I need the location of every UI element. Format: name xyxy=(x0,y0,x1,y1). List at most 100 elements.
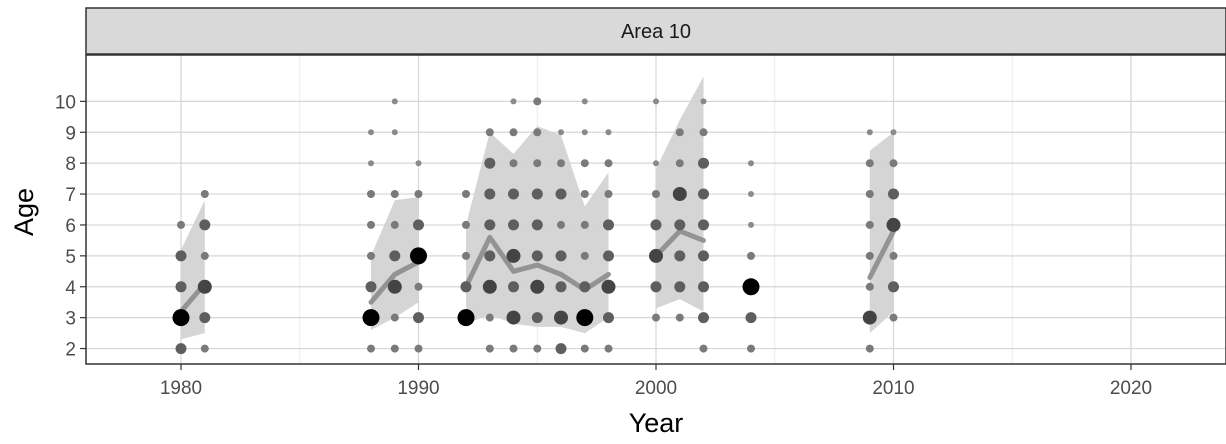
y-tick-label: 7 xyxy=(65,185,76,206)
confidence-band xyxy=(869,132,894,334)
data-point xyxy=(484,157,496,169)
data-point xyxy=(558,129,564,136)
y-tick-label: 5 xyxy=(65,247,76,268)
data-point xyxy=(175,343,187,355)
data-point xyxy=(580,344,589,353)
data-point xyxy=(368,160,374,167)
data-point xyxy=(509,159,518,168)
data-point xyxy=(200,344,209,353)
mean-line xyxy=(867,228,896,280)
data-point xyxy=(200,190,209,198)
data-point xyxy=(865,190,874,198)
data-point xyxy=(557,159,565,168)
data-point xyxy=(531,219,543,231)
data-point xyxy=(485,128,494,137)
data-point xyxy=(698,281,709,293)
data-point xyxy=(650,281,662,293)
data-point xyxy=(699,344,708,353)
data-point xyxy=(199,312,211,324)
data-point xyxy=(391,98,398,105)
data-point xyxy=(888,188,899,200)
data-point xyxy=(652,190,660,198)
data-point xyxy=(674,281,686,293)
data-point xyxy=(175,250,187,262)
y-tick-label: 9 xyxy=(65,123,76,144)
data-point xyxy=(698,157,709,169)
data-point xyxy=(460,281,472,293)
x-tick-label: 2000 xyxy=(635,378,677,399)
data-point xyxy=(650,219,662,231)
data-point xyxy=(390,344,399,353)
data-point xyxy=(555,281,567,293)
data-point xyxy=(390,190,399,198)
data-point xyxy=(482,279,497,294)
data-point xyxy=(410,247,427,265)
data-point xyxy=(391,129,398,136)
data-point xyxy=(509,128,518,137)
data-point xyxy=(698,188,709,200)
data-point xyxy=(530,279,545,294)
data-point xyxy=(390,220,399,229)
data-point xyxy=(604,159,613,168)
data-point xyxy=(866,129,873,136)
data-point xyxy=(604,190,613,198)
data-point xyxy=(533,344,542,353)
data-point xyxy=(652,313,660,322)
data-point xyxy=(580,251,589,260)
data-point xyxy=(457,309,475,327)
data-point xyxy=(508,188,519,200)
data-point xyxy=(889,313,898,322)
data-point xyxy=(742,278,760,296)
data-point xyxy=(698,250,709,262)
y-axis-title: Age xyxy=(9,188,39,236)
data-point xyxy=(531,312,543,324)
panel-title: Area 10 xyxy=(621,21,691,43)
data-point xyxy=(199,219,211,231)
data-point xyxy=(484,219,496,231)
data-point xyxy=(601,279,616,294)
y-tick-label: 8 xyxy=(65,154,76,175)
data-point xyxy=(675,159,684,168)
data-point xyxy=(533,128,542,137)
data-point xyxy=(748,221,754,228)
data-point xyxy=(889,159,898,168)
data-point xyxy=(675,128,684,137)
data-point xyxy=(653,98,659,105)
mean-line xyxy=(653,228,706,259)
data-point xyxy=(506,248,521,263)
data-point xyxy=(554,310,568,325)
data-point xyxy=(365,281,377,293)
y-tick-label: 10 xyxy=(55,92,76,113)
data-point xyxy=(485,344,494,353)
data-point xyxy=(533,159,542,168)
data-point xyxy=(387,279,402,294)
data-point xyxy=(462,251,470,260)
data-point xyxy=(603,312,614,324)
data-point xyxy=(175,281,187,293)
data-point xyxy=(531,188,543,200)
data-point xyxy=(747,251,755,260)
y-tick-label: 4 xyxy=(65,278,76,299)
data-point xyxy=(649,248,663,263)
data-point xyxy=(748,191,754,197)
data-point xyxy=(508,281,519,293)
data-point xyxy=(576,309,594,327)
x-axis-title: Year xyxy=(629,408,684,438)
data-point xyxy=(555,188,567,200)
data-point xyxy=(557,220,565,229)
data-point xyxy=(484,250,496,262)
data-point xyxy=(865,220,874,229)
data-point xyxy=(745,312,757,324)
data-point xyxy=(362,309,380,327)
data-point xyxy=(367,220,375,229)
data-point xyxy=(506,310,521,325)
x-tick-label: 2010 xyxy=(872,378,914,399)
data-point xyxy=(484,188,496,200)
data-point xyxy=(580,220,589,229)
confidence-band xyxy=(371,197,419,330)
data-point xyxy=(367,251,375,260)
data-point xyxy=(888,281,899,293)
data-point xyxy=(674,250,686,262)
data-point xyxy=(865,251,874,260)
